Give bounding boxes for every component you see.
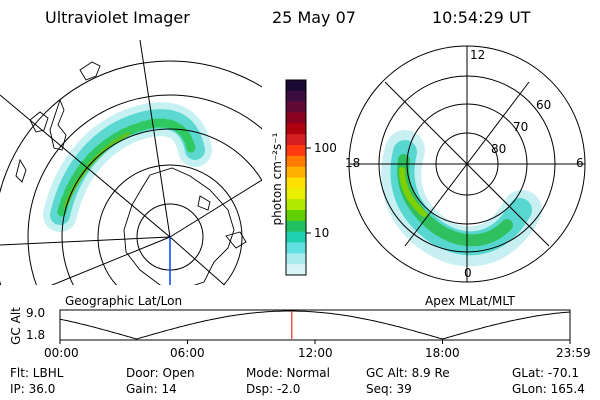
- colorbar-segment: [286, 264, 306, 276]
- magnetic-polar-plot: [348, 45, 586, 283]
- altitude-curve: [59, 310, 571, 340]
- colorbar-segment: [286, 199, 306, 211]
- colorbar-segment: [286, 231, 306, 243]
- door-info: Door: Open: [126, 366, 195, 380]
- altitude-x-tick-4: 23:59: [556, 346, 591, 360]
- longitude-lines: [0, 40, 262, 285]
- colorbar-segment: [286, 90, 306, 103]
- colorbar-segment: [286, 155, 306, 168]
- colorbar-frame: [285, 79, 307, 276]
- mlat-label-60: 60: [536, 98, 552, 112]
- left-aurora-emission: [43, 102, 212, 232]
- colorbar-segment: [286, 80, 306, 92]
- colorbar-tick-label-10: 10: [314, 226, 330, 240]
- colorbar-segment: [286, 112, 306, 124]
- colorbar-unit-label: photon cm⁻²s⁻¹: [270, 132, 284, 226]
- colorbar-segment: [286, 166, 306, 178]
- glon-info: GLon: 165.4: [512, 382, 585, 396]
- mlat-label-70: 70: [513, 120, 529, 134]
- colorbar-segment: [286, 253, 306, 265]
- colorbar-segment: [286, 220, 306, 233]
- altitude-x-tick-1: 06:00: [170, 346, 205, 360]
- mode-info: Mode: Normal: [246, 366, 330, 380]
- mlat-label-80: 80: [491, 142, 507, 156]
- time-label: 10:54:29 UT: [432, 8, 531, 27]
- gain-info: Gain: 14: [126, 382, 177, 396]
- dsp-info: Dsp: -2.0: [246, 382, 301, 396]
- colorbar-segment: [286, 242, 306, 254]
- colorbar-segment: [286, 123, 306, 135]
- colorbar-segment: [286, 134, 306, 146]
- date-label: 25 May 07: [272, 8, 356, 27]
- altitude-x-ticks: [59, 340, 571, 344]
- geographic-map: [0, 40, 262, 285]
- colorbar-segment: [286, 145, 306, 157]
- filter-info: Flt: LBHL: [10, 366, 64, 380]
- right-aurora-emission: [381, 130, 542, 267]
- colorbar: [286, 80, 306, 276]
- altitude-y-tick-high: 9.0: [26, 306, 46, 320]
- altitude-x-tick-0: 00:00: [44, 346, 79, 360]
- mlt-label-right: 6: [576, 156, 584, 170]
- coastlines: [15, 61, 247, 285]
- mlt-label-top: 12: [470, 48, 486, 62]
- colorbar-tick-label-100: 100: [314, 141, 337, 155]
- geographic-panel-label: Geographic Lat/Lon: [65, 294, 183, 308]
- magnetic-panel-label: Apex MLat/MLT: [425, 294, 515, 308]
- colorbar-segment: [286, 188, 306, 200]
- colorbar-segment: [286, 177, 306, 189]
- altitude-x-tick-3: 18:00: [425, 346, 460, 360]
- altitude-y-tick-low: 1.8: [26, 328, 46, 342]
- colorbar-segment: [286, 101, 306, 113]
- ip-info: IP: 36.0: [10, 382, 56, 396]
- gc-alt-info: GC Alt: 8.9 Re: [366, 366, 450, 380]
- mlt-lines: [349, 46, 585, 282]
- seq-info: Seq: 39: [366, 382, 412, 396]
- instrument-title: Ultraviolet Imager: [45, 8, 190, 27]
- altitude-plot: [59, 309, 571, 344]
- mlt-label-left: 18: [345, 156, 361, 170]
- mlt-label-bottom: 0: [464, 266, 472, 280]
- altitude-x-tick-2: 12:00: [298, 346, 333, 360]
- altitude-axis-label: GC Alt: [9, 307, 23, 345]
- colorbar-segment: [286, 210, 306, 222]
- glat-info: GLat: -70.1: [512, 366, 579, 380]
